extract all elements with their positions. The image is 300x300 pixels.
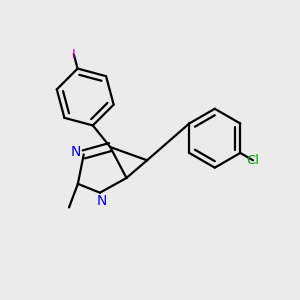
Text: N: N: [70, 145, 81, 159]
Text: N: N: [96, 194, 106, 208]
Text: Cl: Cl: [247, 154, 260, 167]
Text: I: I: [72, 48, 76, 61]
